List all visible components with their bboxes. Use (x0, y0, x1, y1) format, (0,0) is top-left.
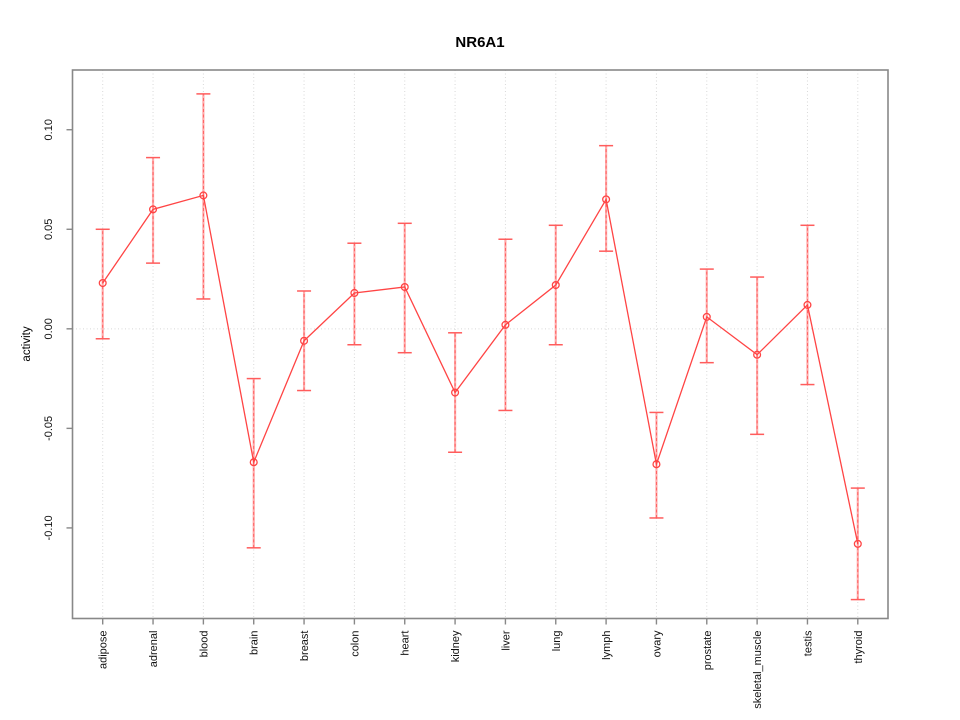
x-tick-label: lymph (601, 631, 613, 660)
x-tick-label: brain (249, 631, 261, 655)
x-tick-label: lung (551, 631, 563, 652)
x-tick-label: liver (500, 630, 512, 651)
data-point (753, 350, 762, 359)
series-line (102, 194, 859, 544)
plot-frame (71, 69, 889, 620)
y-tick-label: 0.10 (43, 119, 55, 140)
data-point (350, 288, 359, 298)
data-point (148, 205, 158, 214)
x-tick-label: adrenal (148, 631, 160, 668)
data-point (803, 300, 812, 309)
data-point (652, 460, 661, 469)
plot-area: 0.10 0.05 0.00 -0.05 -0.10 adipose adrenal bloo… (43, 69, 889, 709)
data-point (602, 195, 611, 204)
data-point (400, 282, 409, 292)
data-point (501, 320, 510, 329)
x-tick-label: ovary (651, 630, 663, 657)
data-point (98, 278, 107, 288)
x-tick-label: blood (198, 631, 210, 658)
x-tick-label: colon (349, 631, 361, 657)
y-tick-label: 0.00 (43, 318, 55, 339)
x-tick-label: breast (299, 631, 311, 662)
data-point (451, 388, 460, 397)
y-tick-label: -0.05 (43, 416, 55, 441)
x-tick-label: thyroid (853, 631, 865, 664)
y-tick-label: -0.10 (43, 515, 55, 540)
x-tick-label: prostate (702, 631, 714, 671)
x-tick-label: heart (400, 631, 412, 656)
chart-title: NR6A1 (455, 34, 504, 51)
x-tick-label: skeletal_muscle (752, 631, 764, 709)
data-point (702, 312, 711, 321)
data-point (300, 336, 309, 345)
x-tick-label: kidney (450, 630, 462, 662)
data-point (853, 539, 862, 548)
data-point (249, 458, 258, 467)
x-tick-label: testis (802, 630, 814, 656)
x-tick-label: adipose (98, 631, 110, 670)
data-point (199, 191, 208, 200)
y-axis-label: activity (21, 326, 33, 361)
data-point (551, 280, 560, 290)
y-tick-label: 0.05 (43, 219, 55, 240)
